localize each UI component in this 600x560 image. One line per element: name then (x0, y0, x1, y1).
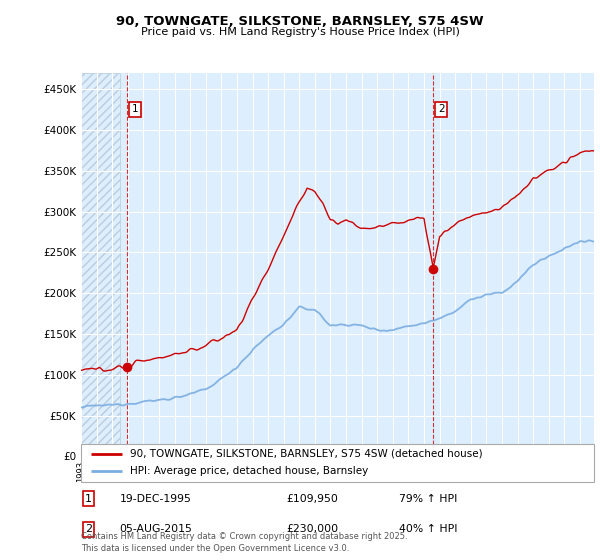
Text: 90, TOWNGATE, SILKSTONE, BARNSLEY, S75 4SW: 90, TOWNGATE, SILKSTONE, BARNSLEY, S75 4… (116, 15, 484, 28)
Text: Price paid vs. HM Land Registry's House Price Index (HPI): Price paid vs. HM Land Registry's House … (140, 27, 460, 38)
Text: 1: 1 (132, 104, 139, 114)
FancyBboxPatch shape (81, 444, 594, 482)
Text: £109,950: £109,950 (286, 493, 338, 503)
Text: 40% ↑ HPI: 40% ↑ HPI (399, 525, 458, 534)
Text: 79% ↑ HPI: 79% ↑ HPI (399, 493, 457, 503)
Text: 2: 2 (438, 104, 445, 114)
Text: 2: 2 (85, 525, 92, 534)
Text: HPI: Average price, detached house, Barnsley: HPI: Average price, detached house, Barn… (130, 466, 368, 477)
Text: 90, TOWNGATE, SILKSTONE, BARNSLEY, S75 4SW (detached house): 90, TOWNGATE, SILKSTONE, BARNSLEY, S75 4… (130, 449, 482, 459)
Text: £230,000: £230,000 (286, 525, 338, 534)
Text: 1: 1 (85, 493, 92, 503)
Text: 19-DEC-1995: 19-DEC-1995 (119, 493, 191, 503)
Text: 05-AUG-2015: 05-AUG-2015 (119, 525, 193, 534)
Text: Contains HM Land Registry data © Crown copyright and database right 2025.
This d: Contains HM Land Registry data © Crown c… (81, 533, 407, 553)
Bar (81, 73, 120, 456)
